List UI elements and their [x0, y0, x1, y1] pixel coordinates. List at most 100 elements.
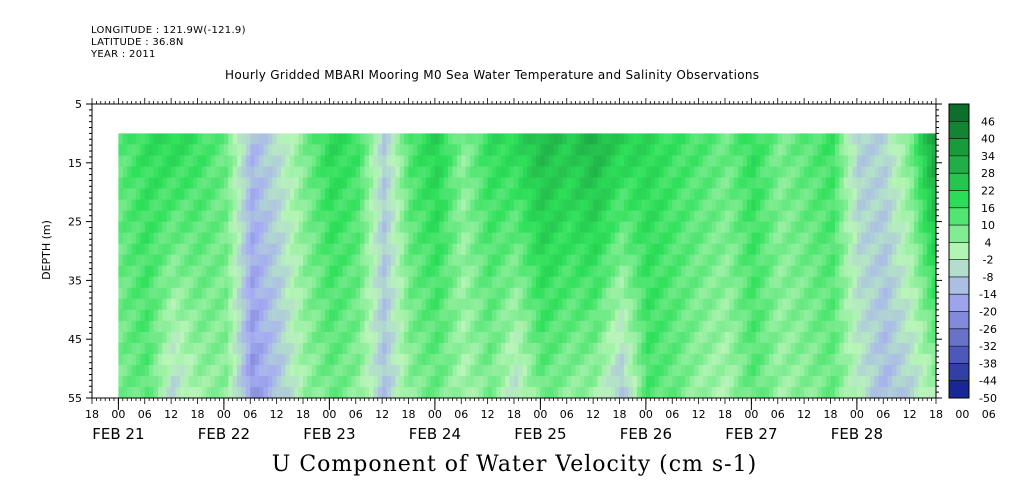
heat-cell — [386, 133, 392, 146]
heat-cell — [777, 386, 783, 398]
heat-cell — [588, 331, 594, 344]
heat-cell — [667, 254, 673, 267]
heat-cell — [448, 166, 454, 179]
heat-cell — [127, 331, 133, 344]
heat-cell — [171, 287, 177, 300]
heat-cell — [254, 166, 260, 179]
heat-cell — [386, 210, 392, 223]
heat-cell — [206, 243, 212, 256]
heat-cell — [839, 221, 845, 234]
heat-cell — [140, 210, 146, 223]
heat-cell — [729, 375, 735, 388]
heat-cell — [659, 287, 665, 300]
heat-cell — [544, 298, 550, 311]
heat-cell — [364, 386, 370, 398]
heat-cell — [610, 166, 616, 179]
heat-cell — [918, 265, 924, 278]
heat-cell — [197, 320, 203, 333]
heat-cell — [355, 243, 361, 256]
heat-cell — [223, 144, 229, 157]
heat-cell — [786, 188, 792, 201]
heat-cell — [672, 287, 678, 300]
heat-cell — [171, 210, 177, 223]
heat-cell — [294, 210, 300, 223]
heat-cell — [931, 309, 936, 322]
heat-cell — [452, 166, 458, 179]
heat-cell — [360, 386, 366, 398]
heat-cell — [289, 265, 295, 278]
heat-cell — [733, 386, 739, 398]
heat-cell — [456, 210, 462, 223]
heat-cell — [795, 386, 801, 398]
heat-cell — [430, 386, 436, 398]
heat-cell — [834, 331, 840, 344]
heat-cell — [839, 155, 845, 168]
heat-cell — [628, 177, 634, 190]
heat-cell — [927, 342, 933, 355]
heat-cell — [140, 177, 146, 190]
heat-cell — [694, 254, 700, 267]
heat-cell — [698, 298, 704, 311]
heat-cell — [549, 364, 555, 377]
colorbar-swatch — [949, 328, 969, 347]
heat-cell — [166, 353, 172, 366]
heat-cell — [201, 276, 207, 289]
heat-cell — [645, 166, 651, 179]
heat-cell — [685, 375, 691, 388]
heat-cell — [760, 276, 766, 289]
heat-cell — [764, 133, 770, 146]
heat-cell — [118, 155, 124, 168]
heat-cell — [681, 133, 687, 146]
heat-cell — [777, 276, 783, 289]
heat-cell — [509, 331, 515, 344]
heat-cell — [421, 243, 427, 256]
heat-cell — [645, 331, 651, 344]
heat-cell — [373, 298, 379, 311]
heat-cell — [931, 287, 936, 300]
heat-cell — [470, 331, 476, 344]
heat-cell — [166, 364, 172, 377]
heat-cell — [606, 342, 612, 355]
heat-cell — [597, 188, 603, 201]
heat-cell — [914, 353, 920, 366]
heat-cell — [790, 331, 796, 344]
heat-cell — [404, 254, 410, 267]
heat-cell — [654, 166, 660, 179]
heat-cell — [171, 342, 177, 355]
heat-cell — [439, 298, 445, 311]
heat-cell — [566, 232, 572, 245]
heat-cell — [219, 199, 225, 212]
heat-cell — [575, 320, 581, 333]
heat-cell — [412, 166, 418, 179]
heat-cell — [377, 243, 383, 256]
heat-cell — [215, 320, 221, 333]
heat-cell — [201, 199, 207, 212]
heat-cell — [601, 144, 607, 157]
heat-cell — [263, 386, 269, 398]
heat-cell — [601, 298, 607, 311]
heat-cell — [804, 320, 810, 333]
heat-cell — [685, 265, 691, 278]
heat-cell — [118, 342, 124, 355]
heat-cell — [162, 375, 168, 388]
heat-cell — [659, 386, 665, 398]
heat-cell — [179, 353, 185, 366]
heat-cell — [228, 144, 234, 157]
heat-cell — [430, 221, 436, 234]
heat-cell — [593, 155, 599, 168]
heat-cell — [487, 265, 493, 278]
heat-cell — [157, 265, 163, 278]
heat-cell — [346, 232, 352, 245]
heat-cell — [465, 375, 471, 388]
heat-cell — [834, 177, 840, 190]
heat-cell — [263, 353, 269, 366]
heat-cell — [729, 133, 735, 146]
heat-cell — [127, 254, 133, 267]
heat-cell — [509, 210, 515, 223]
heat-cell — [346, 309, 352, 322]
heat-cell — [505, 309, 511, 322]
heat-cell — [896, 133, 902, 146]
heat-cell — [615, 199, 621, 212]
heat-cell — [514, 210, 519, 223]
heat-cell — [878, 133, 884, 146]
